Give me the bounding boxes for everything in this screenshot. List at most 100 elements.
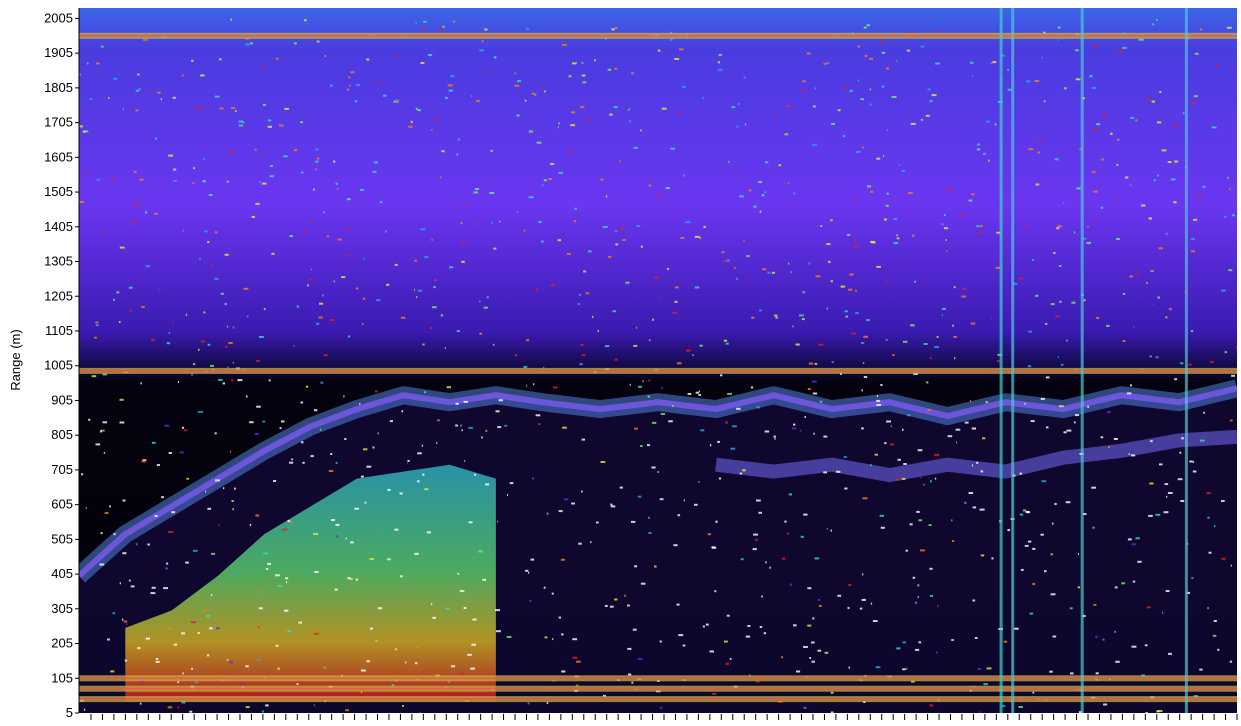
speckle — [698, 394, 701, 396]
speckle — [420, 228, 426, 231]
speckle — [935, 62, 940, 65]
horizontal-artifact-core — [79, 34, 1237, 37]
speckle — [408, 125, 413, 128]
speckle — [659, 640, 662, 643]
speckle — [651, 421, 657, 424]
speckle — [301, 441, 304, 444]
speckle — [420, 27, 425, 30]
speckle — [669, 38, 673, 41]
speckle — [941, 314, 943, 316]
speckle — [151, 441, 156, 444]
speckle — [284, 107, 289, 110]
speckle — [631, 520, 636, 523]
speckle — [1032, 691, 1035, 694]
speckle — [996, 360, 1000, 362]
speckle — [620, 227, 625, 230]
speckle — [1056, 227, 1060, 230]
speckle — [574, 220, 577, 223]
speckle — [624, 594, 626, 597]
speckle — [769, 566, 771, 569]
speckle — [826, 307, 828, 310]
speckle — [1174, 378, 1177, 381]
speckle — [885, 338, 888, 341]
speckle — [495, 630, 501, 633]
speckle — [262, 103, 266, 106]
speckle — [346, 228, 349, 231]
speckle — [640, 582, 646, 585]
speckle — [142, 459, 147, 462]
speckle — [1157, 174, 1160, 177]
speckle — [149, 89, 153, 92]
speckle — [714, 590, 717, 593]
speckle — [173, 168, 177, 171]
y-tick-label: 5 — [66, 705, 73, 720]
speckle — [596, 521, 599, 524]
speckle — [550, 162, 555, 165]
speckle — [151, 586, 156, 589]
y-tick-label: 1005 — [44, 358, 73, 373]
speckle — [707, 533, 711, 536]
speckle — [979, 225, 983, 228]
speckle — [283, 155, 288, 158]
speckle — [401, 410, 404, 413]
speckle — [823, 62, 828, 65]
speckle — [224, 253, 229, 256]
speckle — [842, 87, 848, 89]
speckle — [407, 459, 410, 462]
speckle — [335, 535, 338, 538]
speckle — [855, 312, 859, 314]
speckle — [1180, 500, 1185, 502]
speckle — [860, 342, 865, 344]
speckle — [203, 158, 206, 160]
speckle — [836, 470, 841, 473]
speckle — [581, 74, 586, 77]
speckle — [1229, 188, 1231, 191]
speckle — [1050, 593, 1056, 596]
speckle — [845, 315, 848, 318]
speckle — [245, 43, 250, 46]
speckle — [296, 683, 299, 685]
speckle — [702, 96, 704, 99]
speckle — [307, 284, 309, 287]
speckle — [869, 103, 872, 106]
speckle — [870, 190, 874, 193]
speckle — [876, 157, 881, 160]
speckle — [550, 284, 556, 287]
speckle — [407, 462, 409, 465]
speckle — [849, 273, 854, 276]
y-tick-label: 2005 — [44, 10, 73, 25]
speckle — [186, 477, 189, 480]
y-tick-label: 1605 — [44, 149, 73, 164]
speckle — [830, 280, 833, 283]
speckle — [445, 607, 450, 610]
speckle — [497, 426, 502, 429]
speckle — [581, 490, 583, 493]
speckle — [864, 54, 868, 57]
speckle — [1082, 513, 1087, 515]
speckle — [636, 326, 638, 329]
speckle — [507, 494, 508, 496]
speckle — [533, 383, 535, 386]
speckle — [1076, 187, 1081, 190]
speckle — [815, 275, 821, 278]
speckle — [374, 390, 378, 393]
speckle — [572, 62, 577, 65]
speckle — [1041, 480, 1047, 483]
speckle — [471, 95, 473, 98]
speckle — [517, 211, 519, 213]
speckle — [1058, 405, 1064, 408]
speckle — [548, 178, 552, 181]
speckle — [255, 202, 260, 205]
speckle — [192, 182, 195, 185]
speckle — [660, 298, 662, 301]
speckle — [330, 319, 335, 321]
speckle — [385, 230, 387, 233]
speckle — [1190, 238, 1195, 241]
speckle — [139, 178, 144, 181]
speckle — [231, 379, 234, 382]
speckle — [472, 618, 477, 621]
speckle — [447, 84, 453, 87]
speckle — [846, 234, 851, 236]
speckle — [1059, 300, 1062, 303]
speckle — [525, 569, 529, 572]
